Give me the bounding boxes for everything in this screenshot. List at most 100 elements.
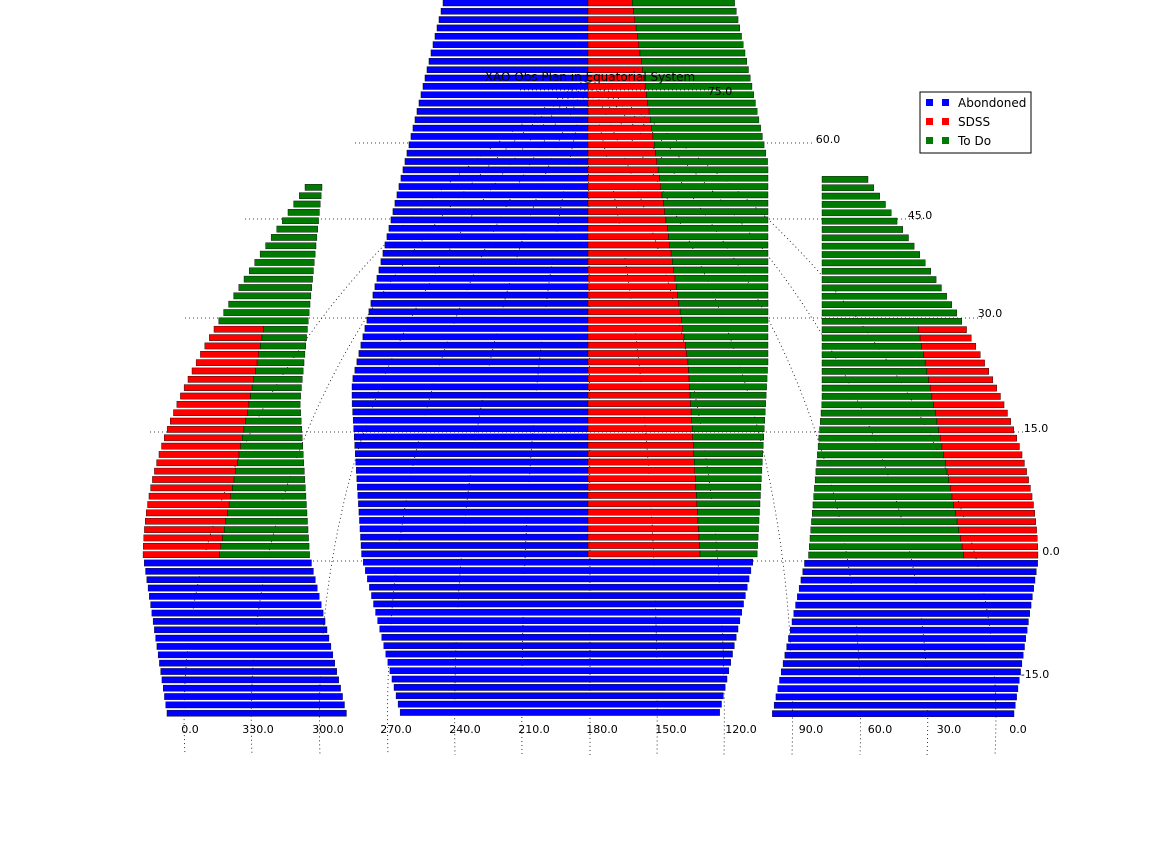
abondoned-strip [402,166,589,174]
todo-strip [663,199,769,207]
todo-strip [263,325,308,333]
todo-strip [643,74,751,82]
todo-strip [259,250,316,258]
sdss-strip [156,459,238,467]
todo-strip [223,526,309,533]
abondoned-strip [359,525,589,533]
abondoned-strip [390,216,589,224]
todo-strip [230,492,307,500]
todo-strip [688,366,768,374]
sdss-strip [587,133,654,140]
abondoned-strip [151,609,324,617]
sdss-strip [587,325,683,332]
sdss-strip [587,533,700,541]
todo-strip [694,458,763,466]
sdss-strip [191,367,256,375]
todo-strip [220,542,310,550]
todo-strip [233,292,312,300]
sdss-strip [587,350,687,357]
abondoned-strip [149,593,320,600]
todo-strip [810,526,959,534]
todo-strip [660,183,769,190]
ra-tick-label: 240.0 [449,723,481,736]
todo-strip [821,384,931,392]
todo-strip [664,208,769,215]
todo-strip [240,442,303,450]
abondoned-strip [159,659,335,667]
sdss-strip [587,283,677,291]
abondoned-strip [784,651,1024,659]
todo-strip [634,16,739,23]
abondoned-strip [400,174,589,182]
todo-strip [676,283,769,291]
dec-tick-label: 15.0 [1024,422,1049,435]
sdss-strip [948,476,1029,484]
abondoned-strip [393,684,726,691]
sdss-strip [587,216,667,224]
sdss-strip [166,426,245,433]
todo-strip [673,266,769,274]
abondoned-strip [359,517,589,524]
sdss-strip [587,250,672,257]
sdss-strip [587,0,633,7]
sdss-strip [951,493,1033,500]
abondoned-strip [352,375,589,382]
todo-strip [681,316,769,324]
sdss-strip [587,442,694,449]
abondoned-strip [358,350,589,357]
sdss-strip [587,375,690,382]
abondoned-strip [391,675,728,683]
sdss-strip [195,359,258,366]
todo-strip [253,376,303,383]
todo-strip [670,250,769,257]
meridian-gridline [587,77,861,756]
todo-strip [689,383,767,391]
sdss-strip [936,418,1011,425]
todo-strip [238,284,312,291]
todo-strip [235,467,305,475]
sdss-strip [587,191,663,199]
sdss-strip [931,393,1001,400]
abondoned-strip [351,391,589,399]
todo-strip [669,241,769,249]
todo-strip [698,525,759,533]
abondoned-strip [786,643,1025,651]
ra-tick-label: 60.0 [868,723,893,736]
todo-strip [815,468,948,475]
abondoned-strip [775,693,1017,701]
todo-strip [261,334,307,341]
sdss-strip [930,384,997,392]
abondoned-strip [353,425,589,432]
abondoned-strip [422,83,589,90]
todo-strip [276,225,318,233]
abondoned-strip [798,585,1034,592]
abondoned-strip [352,416,589,424]
sdss-strip [587,383,690,391]
abondoned-strip [772,710,1015,717]
todo-strip [821,226,904,233]
abondoned-strip [361,550,589,558]
abondoned-strip [356,475,589,483]
abondoned-strip [377,617,741,624]
todo-strip [642,66,749,73]
sdss-strip [587,224,668,232]
sdss-strip [587,7,634,15]
abondoned-strip [797,593,1033,601]
todo-strip [809,535,961,542]
sdss-strip [144,526,225,533]
abondoned-strip [788,635,1027,642]
todo-strip [632,0,735,7]
todo-strip [665,216,769,224]
legend-marker-sdss [926,118,933,125]
sdss-strip [946,468,1027,475]
todo-strip [821,276,937,283]
sdss-strip [183,384,253,391]
sdss-strip [145,517,227,525]
abondoned-strip [412,124,589,132]
ra-tick-label: 150.0 [655,723,687,736]
todo-strip [225,517,308,525]
abondoned-strip [387,659,731,666]
todo-strip [821,326,919,333]
todo-strip [667,224,769,232]
sdss-strip [587,542,700,549]
